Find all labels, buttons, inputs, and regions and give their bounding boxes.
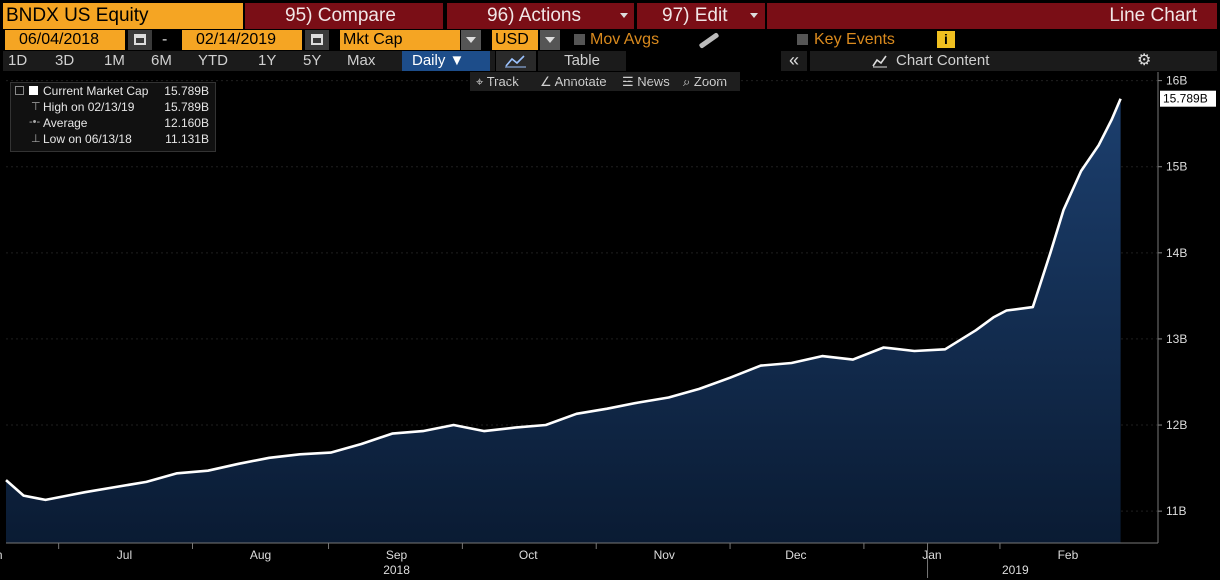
legend-label: Low on 06/13/18 [43,132,132,146]
date-separator: - [162,31,168,48]
chart-type-title: Line Chart [767,3,1217,29]
range-button-max[interactable]: Max [347,52,376,69]
legend-value: 15.789B [164,100,209,114]
x-tick-label: Nov [654,548,675,562]
info-icon[interactable]: i [937,31,955,48]
chart-content-icon [872,55,887,68]
zoom-button[interactable]: ⌕ Zoom [683,72,727,91]
area-fill [6,98,1121,543]
average-marker-icon: -•- [29,116,41,128]
y-tick-label: 11B [1166,504,1186,518]
news-label: News [637,74,670,89]
x-tick-label: Jan [922,548,941,562]
chart-content-bar[interactable] [810,51,1217,71]
pen-icon: ∠ [540,74,555,89]
y-tick-label: 15B [1166,160,1187,174]
chevron-down-icon [545,37,555,43]
settings-gear-icon[interactable]: ⚙ [1137,52,1152,69]
range-button-5y[interactable]: 5Y [303,52,322,69]
pencil-icon[interactable] [698,32,720,49]
last-value-label: 15.789B [1163,92,1208,106]
y-tick-label: 16B [1166,74,1187,88]
actions-button[interactable]: 96) Actions [447,3,634,29]
chart-content-label: Chart Content [896,52,990,69]
year-label: 2019 [1002,563,1029,577]
series-line [5,98,1122,502]
field-select[interactable]: Mkt Cap [340,30,460,50]
end-calendar-button[interactable] [305,30,329,50]
y-tick-label: 14B [1166,246,1187,260]
double-chevron-left-icon: « [788,50,799,70]
x-tick-label: Jul [117,548,132,562]
legend-label: High on 02/13/19 [43,100,135,114]
x-tick-label: Dec [785,548,806,562]
crosshair-icon: ⌖ [476,74,487,89]
low-marker-icon: ⊥ [31,133,41,145]
range-button-ytd[interactable]: YTD [198,52,228,69]
calendar-icon [311,34,323,45]
year-label: 2018 [383,563,410,577]
start-date-input[interactable]: 06/04/2018 [5,30,125,50]
x-tick-label: Sep [386,548,408,562]
magnifier-icon: ⌕ [683,74,694,89]
legend-value: 12.160B [164,116,209,130]
high-marker-icon: ⊤ [31,101,41,113]
mov-avgs-label: Mov Avgs [590,31,660,48]
chart-toolbar [470,72,740,91]
ticker-field[interactable]: BNDX US Equity [3,3,243,29]
mov-avgs-checkbox[interactable] [574,34,585,45]
zoom-label: Zoom [693,74,728,89]
news-icon: ☰ [622,74,638,89]
annotate-label: Annotate [554,74,607,89]
field-dropdown-button[interactable] [461,30,481,50]
series-swatch [29,86,38,95]
annotate-button[interactable]: ∠ Annotate [540,72,607,91]
line-chart-icon [505,55,526,68]
legend-label: Current Market Cap [43,84,149,98]
period-select[interactable]: Daily ▼ [402,51,490,71]
x-tick-label: Jun [0,548,3,562]
x-tick-label: Aug [250,548,271,562]
track-button[interactable]: ⌖ Track [476,72,519,91]
legend-label: Average [43,116,88,130]
range-button-1y[interactable]: 1Y [258,52,277,69]
key-events-label: Key Events [814,31,895,48]
currency-select[interactable]: USD [492,30,538,50]
actions-dropdown-icon [620,13,628,18]
calendar-icon [134,34,146,45]
end-date-input[interactable]: 02/14/2019 [182,30,302,50]
x-tick-label: Oct [519,548,538,562]
range-button-1m[interactable]: 1M [104,52,125,69]
chart-legend: Current Market Cap 15.789B ⊤ High on 02/… [10,82,216,152]
chevron-down-icon [466,37,476,43]
x-tick-label: Feb [1058,548,1079,562]
start-calendar-button[interactable] [128,30,152,50]
edit-dropdown-icon [750,13,758,18]
y-tick-label: 12B [1166,418,1187,432]
currency-dropdown-button[interactable] [540,30,560,50]
y-tick-label: 13B [1166,332,1187,346]
last-value-flag [1160,90,1216,107]
range-button-1d[interactable]: 1D [8,52,28,69]
range-button-3d[interactable]: 3D [55,52,75,69]
key-events-checkbox[interactable] [797,34,808,45]
line-chart-button[interactable] [496,51,536,71]
range-bar [3,51,495,71]
table-button[interactable]: Table [538,51,626,71]
track-label: Track [486,74,519,89]
collapse-panel-button[interactable]: « [781,51,807,71]
legend-value: 11.131B [165,132,209,146]
legend-collapse-icon[interactable] [15,86,24,95]
edit-button[interactable]: 97) Edit [637,3,765,29]
legend-value: 15.789B [164,84,209,98]
news-button[interactable]: ☰ News [622,72,670,91]
range-button-6m[interactable]: 6M [151,52,172,69]
compare-button[interactable]: 95) Compare [245,3,443,29]
